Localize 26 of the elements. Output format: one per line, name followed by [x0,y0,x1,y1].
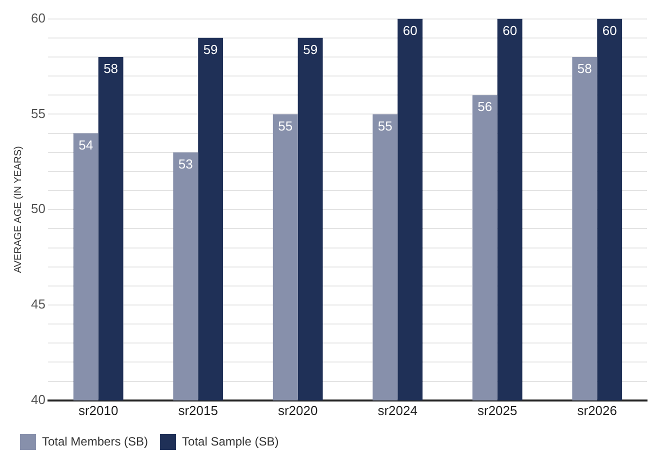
y-axis-title: AVERAGE AGE (IN YEARS) [12,146,24,274]
data-label: 55 [378,118,392,134]
data-label: 60 [602,22,617,38]
data-label: 54 [78,137,94,152]
y-tick-label: 60 [30,10,46,26]
data-label: 60 [502,22,518,38]
data-label: 55 [278,118,293,134]
x-tick-label: sr2026 [577,402,617,418]
data-label: 58 [577,61,592,76]
data-label: 59 [303,42,318,57]
legend-label: Total Sample (SB) [182,434,279,448]
x-tick-label: sr2010 [78,402,118,418]
x-tick-label: sr2024 [378,402,418,418]
x-tick-label: sr2025 [477,402,518,418]
y-tick-label: 45 [30,296,46,312]
y-tick-label: 50 [30,201,46,216]
x-tick-label: sr2020 [278,402,318,418]
data-label: 56 [478,99,492,114]
data-label: 59 [203,42,218,57]
data-label: 60 [402,22,418,38]
y-tick-label: 55 [30,106,46,121]
data-label: 53 [178,156,193,172]
x-tick-label: sr2015 [178,402,218,418]
y-tick-label: 40 [30,392,46,407]
legend-label: Total Members (SB) [42,434,148,448]
data-label: 58 [104,61,118,76]
